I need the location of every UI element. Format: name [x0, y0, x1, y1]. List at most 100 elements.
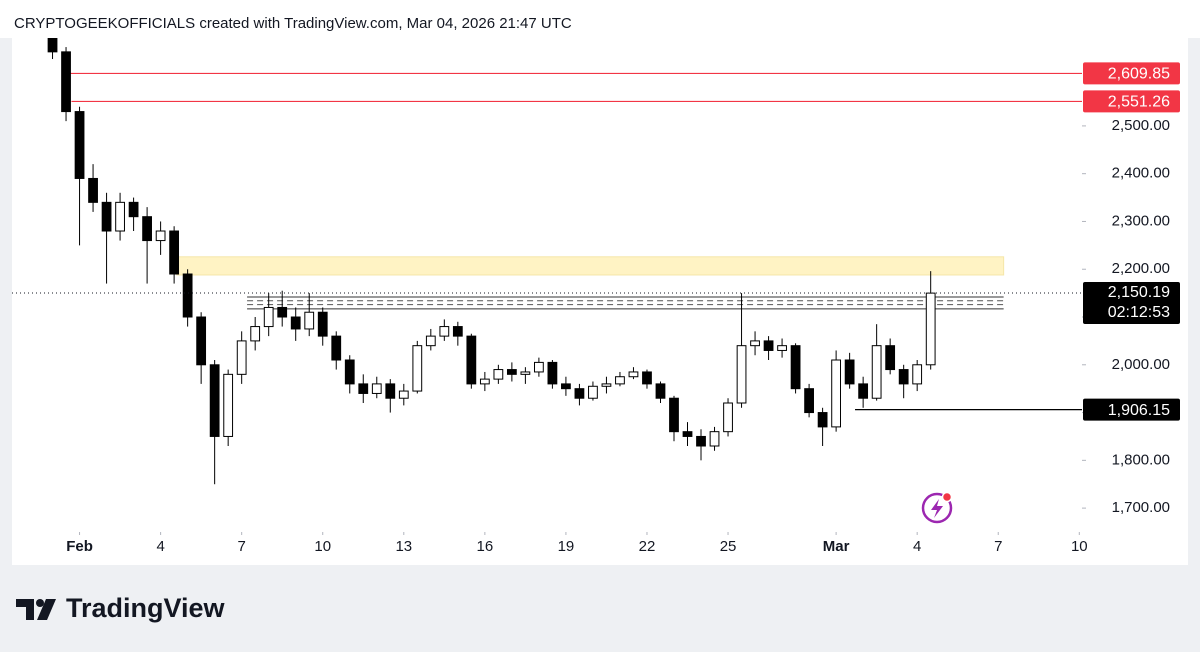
candle-body: [331, 335, 342, 361]
candle-body: [466, 335, 477, 385]
candle-body: [520, 371, 531, 375]
candle-body: [250, 326, 261, 342]
x-tick-label: 25: [720, 538, 737, 555]
candle-body: [398, 390, 409, 399]
candle-body: [439, 326, 450, 337]
candle-body: [574, 388, 585, 399]
header-text: CRYPTOGEEKOFFICIALS created with Trading…: [14, 15, 572, 32]
candle-body: [115, 201, 125, 232]
candle-body: [493, 369, 504, 380]
header-bar: [0, 0, 1200, 38]
x-tick-label: Feb: [66, 538, 93, 555]
x-tick-label: Mar: [823, 538, 850, 555]
brand-name: TradingView: [66, 593, 226, 623]
x-tick-label: 7: [237, 538, 245, 555]
level-label: 1,906.15: [1108, 402, 1170, 419]
candle-body: [561, 383, 571, 390]
y-tick-label: 2,400.00: [1112, 165, 1170, 182]
candle-body: [452, 326, 463, 337]
candle-body: [925, 292, 936, 366]
candle-body: [317, 311, 328, 337]
candle-body: [169, 230, 180, 275]
candle-body: [304, 311, 315, 330]
candle-body: [182, 273, 193, 318]
x-tick-label: 13: [395, 538, 412, 555]
y-tick-label: 2,000.00: [1112, 356, 1170, 373]
candle-body: [696, 435, 706, 447]
level-badge: [1083, 90, 1180, 113]
candle-body: [912, 364, 923, 385]
candle-body: [790, 345, 801, 390]
current-price-label: 2,150.19: [1108, 284, 1170, 301]
candle-body: [236, 340, 247, 375]
candle-body: [669, 397, 679, 433]
candle-body: [155, 230, 166, 242]
candle-body: [817, 412, 828, 428]
candle-body: [736, 345, 747, 404]
candle-body: [534, 361, 544, 373]
candle-body: [588, 385, 598, 399]
candle-body: [750, 340, 760, 347]
candle-body: [858, 383, 869, 399]
candle-body: [101, 201, 112, 232]
countdown-label: 02:12:53: [1108, 304, 1170, 321]
time-axis: Feb 4 7 10 13 16 19 22 25 Mar 4 7 10: [66, 532, 1088, 555]
candle-body: [371, 383, 382, 394]
y-tick-label: 1,800.00: [1112, 451, 1170, 468]
x-tick-label: 22: [639, 538, 656, 555]
level-label: 2,609.85: [1108, 66, 1170, 83]
candle-body: [642, 371, 652, 385]
candle-body: [412, 345, 423, 392]
candle-body: [831, 359, 842, 428]
alert-icon: [921, 491, 953, 524]
level-badge: [1083, 398, 1180, 421]
y-tick-label: 2,300.00: [1112, 212, 1170, 229]
candle-body: [777, 345, 787, 351]
candle-body: [128, 201, 139, 218]
candle-body: [47, 38, 58, 53]
candle-body: [763, 340, 774, 351]
candle-body: [223, 373, 234, 437]
supply-zone: [176, 256, 1005, 276]
candle-body: [344, 359, 355, 385]
x-tick-label: 19: [558, 538, 575, 555]
candle-body: [547, 361, 558, 385]
candle-body: [871, 345, 882, 399]
candle-body: [196, 316, 207, 366]
candle-body: [655, 383, 666, 399]
candle-body: [277, 306, 288, 318]
candle-body: [74, 111, 85, 179]
x-tick-label: 10: [314, 538, 331, 555]
candle-body: [615, 376, 625, 385]
candle-body: [479, 378, 490, 385]
x-tick-label: 7: [994, 538, 1002, 555]
candle-body: [628, 371, 639, 378]
candle-body: [709, 431, 720, 447]
candle-body: [209, 364, 220, 437]
x-tick-label: 4: [156, 538, 164, 555]
candle-body: [425, 335, 436, 347]
level-label: 2,551.26: [1108, 94, 1170, 111]
y-tick-label: 2,200.00: [1112, 260, 1170, 277]
candle-body: [898, 369, 909, 385]
y-tick-label: 2,500.00: [1112, 117, 1170, 134]
candle-body: [601, 383, 612, 387]
chart-panel: [12, 38, 1188, 565]
level-badge: [1083, 62, 1180, 85]
x-tick-label: 4: [913, 538, 921, 555]
current-price-badge: [1083, 282, 1180, 325]
x-tick-label: 10: [1071, 538, 1088, 555]
candle-body: [263, 306, 274, 328]
candle-body: [358, 383, 369, 394]
candle-body: [290, 316, 301, 330]
y-tick-label: 1,700.00: [1112, 499, 1170, 516]
candle-body: [142, 216, 152, 242]
candle-body: [61, 51, 71, 113]
candle-body: [506, 369, 517, 375]
candle-body: [385, 383, 396, 399]
candle-body: [844, 359, 855, 385]
candle-body: [88, 177, 98, 203]
brand-logo: TradingView: [16, 593, 226, 623]
candle-body: [804, 388, 814, 414]
